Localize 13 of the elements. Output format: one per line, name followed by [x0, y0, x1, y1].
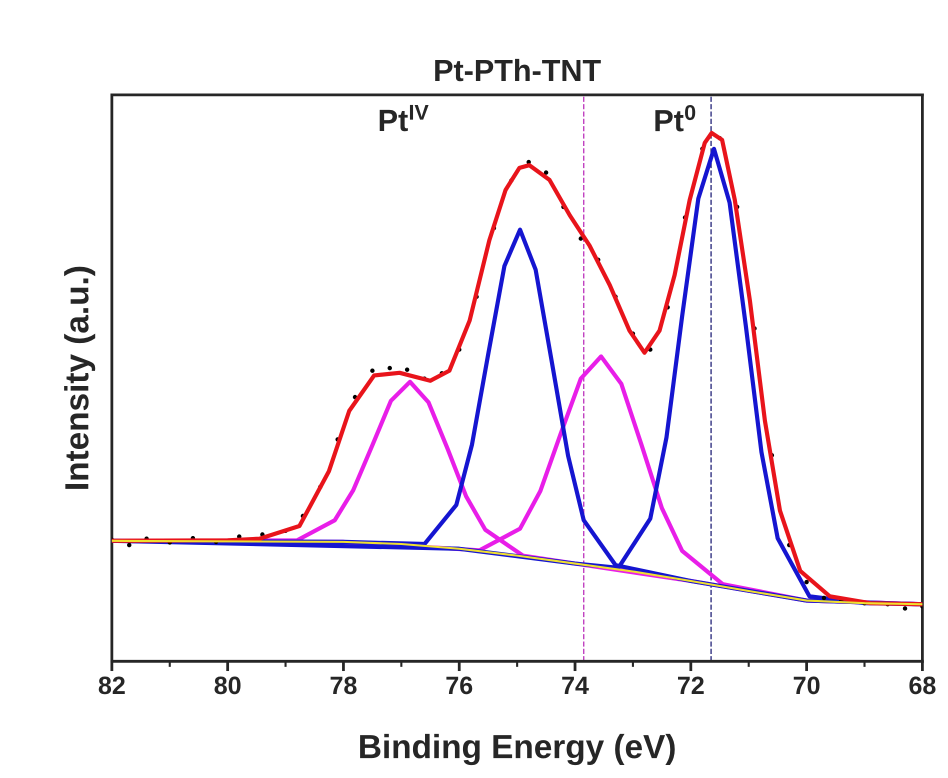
- text: Pt$^{IV}$: [380, 104, 429, 132]
- x-tick-label: 78: [330, 676, 357, 694]
- text: Pt$^{0}$: [655, 104, 696, 132]
- chart-title: Pt-PTh-TNT: [435, 58, 601, 82]
- x-tick-label: 68: [909, 676, 936, 694]
- x-tick-label: 80: [214, 676, 241, 694]
- x-tick-label: 82: [98, 676, 125, 694]
- x-tick-label: 76: [446, 676, 472, 694]
- x-tick-label: 72: [678, 676, 704, 694]
- x-axis-title: Binding Energy (eV): [360, 734, 675, 766]
- x-tick-label: 74: [562, 676, 589, 694]
- y-axis-title: Intensity (a.u.): [64, 266, 96, 489]
- x-tick-label: 70: [794, 676, 820, 694]
